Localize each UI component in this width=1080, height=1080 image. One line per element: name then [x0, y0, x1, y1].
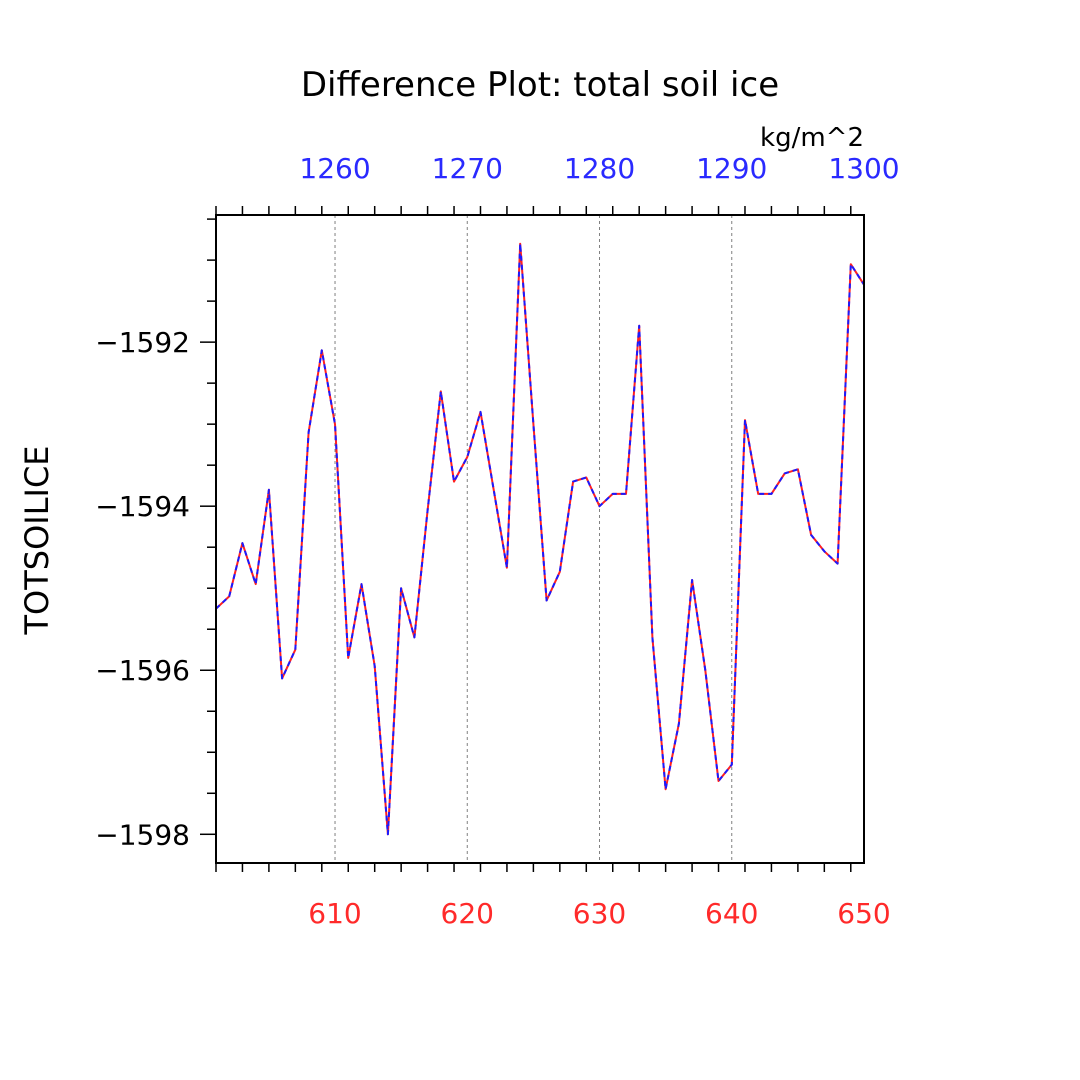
- grid-lines: [334, 215, 733, 863]
- chart-title: Difference Plot: total soil ice: [301, 65, 779, 105]
- top-tick-label: 1270: [432, 152, 503, 185]
- x-tick-label: 650: [837, 897, 890, 930]
- y-tick-label: −1596: [95, 654, 190, 687]
- series-line-blue: [215, 242, 865, 836]
- series-line-red: [215, 242, 865, 836]
- units-label: kg/m^2: [760, 123, 864, 153]
- x-tick-label: 610: [308, 897, 361, 930]
- plot-frame: [215, 214, 865, 864]
- x-tick-label: 630: [573, 897, 626, 930]
- y-tick-label: −1592: [95, 326, 190, 359]
- y-tick-label: −1594: [95, 490, 190, 523]
- axis-ticks: [200, 206, 852, 872]
- tick-labels: 610 620 630 640 650 1260 1270 1280 1290 1300 −1592…: [95, 152, 899, 930]
- x-tick-label: 620: [441, 897, 494, 930]
- top-tick-label: 1300: [828, 152, 899, 185]
- top-tick-label: 1290: [696, 152, 767, 185]
- y-axis-label: TOTSOILICE: [18, 445, 56, 635]
- top-tick-label: 1280: [564, 152, 635, 185]
- x-tick-label: 640: [705, 897, 758, 930]
- y-tick-label: −1598: [95, 818, 190, 851]
- data-lines: [215, 242, 865, 836]
- top-tick-label: 1260: [299, 152, 370, 185]
